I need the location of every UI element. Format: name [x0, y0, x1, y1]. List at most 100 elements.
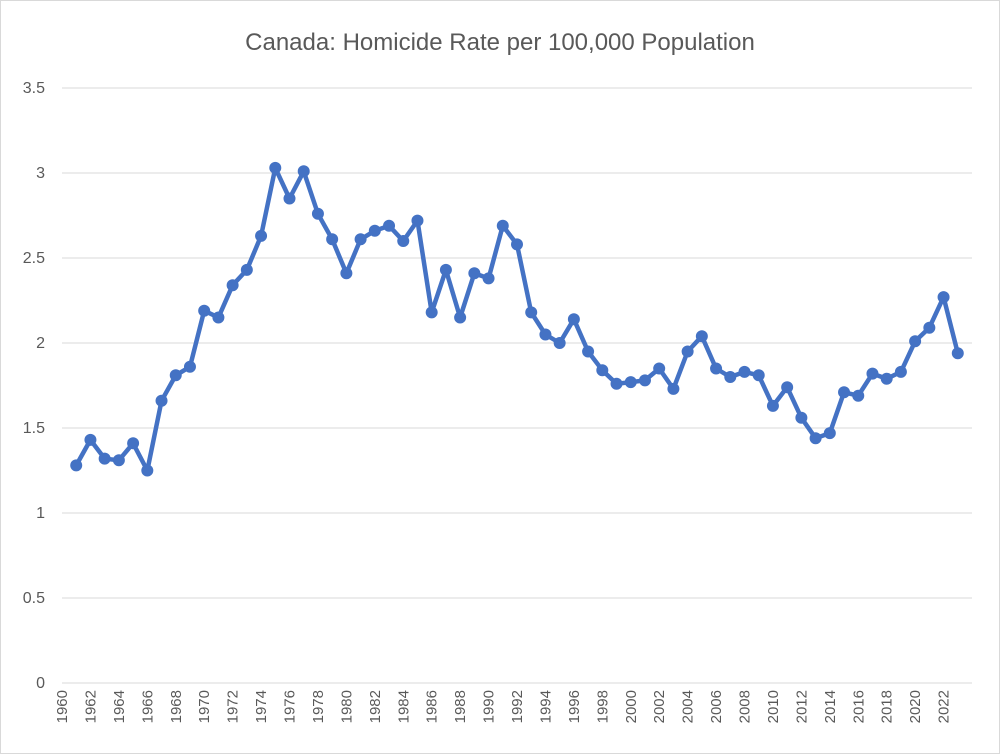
- data-point: [482, 272, 495, 285]
- data-point: [525, 306, 538, 319]
- data-point: [880, 372, 893, 385]
- data-point: [326, 233, 339, 246]
- x-tick-label: 1994: [537, 690, 554, 723]
- data-point: [653, 362, 666, 375]
- data-point: [411, 214, 424, 227]
- data-point: [553, 337, 566, 349]
- series-line: [73, 165, 961, 473]
- data-point: [582, 345, 595, 358]
- data-point: [70, 459, 83, 472]
- x-tick-label: 1984: [395, 690, 412, 723]
- data-point: [809, 432, 822, 445]
- data-point: [311, 207, 324, 220]
- x-tick-label: 1988: [452, 690, 469, 723]
- x-tick-label: 1972: [225, 690, 242, 723]
- x-tick-label: 1974: [253, 690, 270, 723]
- x-tick-label: 1964: [111, 690, 128, 723]
- x-tick-label: 1978: [310, 690, 327, 723]
- data-point: [894, 365, 907, 378]
- y-tick-label: 1.5: [23, 420, 45, 437]
- data-point: [681, 345, 694, 358]
- x-tick-label: 2012: [793, 690, 810, 723]
- data-point: [155, 394, 168, 407]
- data-point: [297, 165, 310, 178]
- series-homicide-rate: [70, 161, 964, 477]
- x-tick-label: 2018: [879, 690, 896, 723]
- data-point: [212, 311, 225, 324]
- data-point: [937, 291, 950, 304]
- data-point: [710, 362, 723, 375]
- data-point: [383, 219, 396, 232]
- data-point: [909, 335, 922, 348]
- x-tick-label: 2008: [737, 690, 754, 723]
- x-tick-label: 1998: [594, 690, 611, 723]
- data-point: [624, 376, 637, 389]
- data-point: [852, 389, 865, 402]
- x-tick-label: 1992: [509, 690, 526, 723]
- data-point: [340, 267, 353, 280]
- x-tick-label: 2002: [651, 690, 668, 723]
- data-point: [838, 386, 851, 399]
- data-point: [354, 233, 367, 246]
- data-point: [368, 224, 381, 237]
- data-point: [439, 263, 452, 276]
- x-tick-label: 1966: [139, 690, 156, 723]
- data-point: [496, 219, 509, 232]
- x-tick-label: 2016: [850, 690, 867, 723]
- data-point: [454, 311, 467, 324]
- x-tick-label: 2014: [822, 690, 839, 723]
- data-point: [596, 364, 609, 377]
- x-tick-label: 1976: [282, 690, 299, 723]
- x-tick-label: 1960: [54, 690, 71, 723]
- chart-title: Canada: Homicide Rate per 100,000 Popula…: [245, 29, 755, 56]
- y-tick-label: 0.5: [23, 590, 45, 607]
- data-point: [269, 161, 282, 174]
- x-tick-label: 1986: [424, 690, 441, 723]
- x-tick-label: 2004: [680, 690, 697, 723]
- data-point: [198, 304, 211, 317]
- data-point: [738, 365, 751, 378]
- data-point: [752, 369, 765, 382]
- data-point: [183, 360, 196, 373]
- data-point: [823, 427, 836, 440]
- x-tick-label: 2020: [907, 690, 924, 723]
- y-axis-tick-labels: 0 0.5 1 1.5 2 2.5 3 3.5: [23, 80, 45, 692]
- x-tick-label: 1970: [196, 690, 213, 723]
- y-tick-label: 2: [36, 335, 45, 352]
- data-point: [425, 306, 438, 319]
- data-point: [795, 411, 808, 424]
- gridlines: [62, 87, 972, 684]
- data-point: [567, 313, 580, 326]
- x-tick-label: 1990: [481, 690, 498, 723]
- x-tick-label: 1980: [338, 690, 355, 723]
- data-point: [397, 235, 410, 247]
- y-tick-label: 3.5: [23, 80, 45, 97]
- data-point: [695, 330, 708, 343]
- y-tick-label: 2.5: [23, 250, 45, 267]
- x-tick-label: 2006: [708, 690, 725, 723]
- data-point: [98, 452, 111, 465]
- y-tick-label: 1: [36, 505, 45, 522]
- data-point: [255, 229, 268, 242]
- data-point: [127, 437, 140, 450]
- data-point: [610, 377, 623, 390]
- data-point: [141, 464, 154, 477]
- data-point: [923, 321, 936, 334]
- data-point: [169, 369, 182, 382]
- y-tick-label: 0: [36, 675, 45, 692]
- x-tick-label: 1982: [367, 690, 384, 723]
- data-point: [951, 347, 964, 360]
- data-point: [766, 399, 779, 412]
- x-tick-label: 2000: [623, 690, 640, 723]
- x-tick-label: 2010: [765, 690, 782, 723]
- x-tick-label: 1962: [82, 690, 99, 723]
- data-point: [638, 374, 651, 387]
- y-tick-label: 3: [36, 165, 45, 182]
- data-point: [781, 381, 794, 394]
- data-point: [84, 433, 97, 446]
- data-point: [724, 371, 737, 383]
- x-tick-label: 1968: [168, 690, 185, 723]
- data-point: [667, 382, 680, 395]
